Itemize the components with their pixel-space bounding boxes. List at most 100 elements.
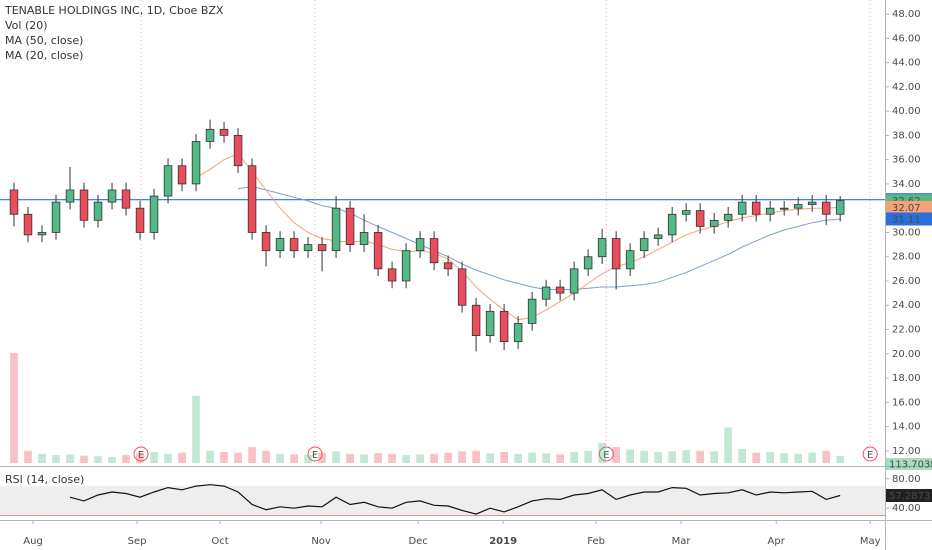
volume-bar — [808, 452, 817, 463]
volume-tag — [886, 458, 932, 470]
candle-body — [415, 238, 425, 252]
volume-bar — [682, 450, 691, 463]
y-tick-label: 38.00 — [892, 130, 921, 141]
volume-bar — [38, 453, 46, 463]
y-tick-label: 26.00 — [892, 276, 921, 287]
candle-body — [681, 210, 691, 215]
volume-bar — [458, 451, 466, 463]
candle-body — [219, 128, 229, 136]
volume-bar — [514, 453, 522, 463]
candle-body — [275, 238, 285, 252]
candle-body — [121, 189, 131, 209]
volume-tag-label: 113.703K — [889, 460, 932, 471]
candle-body — [835, 200, 845, 215]
volume-bar — [206, 450, 214, 463]
candle-body — [807, 201, 817, 205]
volume-bar — [626, 449, 634, 463]
x-tick-label: Feb — [587, 536, 605, 547]
volume-bar — [52, 455, 60, 463]
volume-bar — [542, 453, 550, 463]
ma20-tag-label: 32.07 — [892, 203, 921, 214]
candle-body — [51, 201, 61, 233]
volume-bar — [724, 427, 733, 463]
candle-body — [821, 201, 831, 215]
volume-bar — [500, 452, 508, 463]
candle-body — [667, 213, 677, 236]
volume-bar — [430, 453, 438, 463]
volume-bar — [668, 451, 677, 463]
y-tick-label: 18.00 — [892, 373, 921, 384]
volume-bar — [402, 455, 410, 463]
y-tick-label: 22.00 — [892, 325, 921, 336]
candle-body — [149, 195, 159, 233]
candle-body — [723, 213, 733, 221]
volume-bar — [108, 456, 116, 463]
x-tick-label: Sep — [128, 536, 147, 547]
y-tick-label: 12.00 — [892, 446, 921, 457]
candle-body — [443, 262, 453, 270]
candle-body — [163, 165, 173, 197]
rsi-line — [69, 484, 841, 515]
volume-bar — [444, 452, 452, 463]
rsi-title: RSI (14, close) — [5, 473, 84, 486]
x-tick-label: Nov — [311, 536, 331, 547]
volume-bar — [80, 455, 88, 463]
volume-bar — [822, 450, 831, 463]
ma50-tag-label: 31.11 — [892, 214, 921, 225]
rsi-tick-label: 40.00 — [892, 503, 921, 514]
candle-body — [485, 310, 495, 336]
y-tick-label: 30.00 — [892, 227, 921, 238]
volume-bar — [276, 453, 284, 463]
volume-bar — [66, 454, 74, 463]
volume-bar — [584, 450, 592, 463]
volume-bar — [94, 456, 102, 463]
candle-body — [653, 234, 663, 239]
earnings-label: E — [312, 450, 318, 461]
candle-body — [303, 244, 313, 252]
volume-bar — [192, 395, 200, 463]
volume-bar — [346, 453, 354, 463]
candle-body — [373, 232, 383, 270]
volume-bar — [640, 450, 648, 463]
volume-bar — [794, 453, 803, 463]
volume-bar — [556, 454, 564, 463]
candle-body — [541, 286, 551, 300]
candle-body — [65, 189, 75, 203]
y-tick-label: 20.00 — [892, 349, 921, 360]
volume-bar — [304, 455, 312, 463]
y-tick-label: 48.00 — [892, 9, 921, 20]
rsi-tag-label: 57.2873 — [889, 491, 930, 502]
candle-body — [499, 310, 509, 343]
volume-bar — [24, 450, 32, 463]
y-tick-label: 28.00 — [892, 252, 921, 263]
volume-bar — [122, 455, 130, 463]
candle-body — [37, 232, 47, 236]
rsi-band — [0, 486, 885, 516]
volume-bar — [486, 453, 494, 463]
earnings-label: E — [867, 450, 873, 461]
candle-body — [611, 238, 621, 270]
x-tick-label: 2019 — [489, 536, 517, 547]
candle-body — [387, 268, 397, 282]
candle-body — [317, 244, 327, 252]
earnings-marker — [307, 446, 323, 462]
volume-bar — [472, 450, 480, 463]
volume-bar — [696, 450, 705, 463]
candle-body — [765, 207, 775, 215]
volume-bar — [766, 452, 775, 463]
candle-body — [331, 207, 341, 252]
candle-body — [457, 268, 467, 306]
ma50-tag — [886, 212, 932, 226]
candle-body — [247, 165, 257, 233]
y-tick-label: 44.00 — [892, 58, 921, 69]
candle-body — [289, 238, 299, 252]
volume-bar — [654, 452, 662, 463]
volume-bar — [612, 447, 620, 463]
volume-bar — [262, 450, 270, 463]
candle-body — [23, 213, 33, 236]
volume-bar — [598, 442, 606, 463]
candle-body — [569, 268, 579, 294]
volume-bar — [374, 453, 382, 463]
